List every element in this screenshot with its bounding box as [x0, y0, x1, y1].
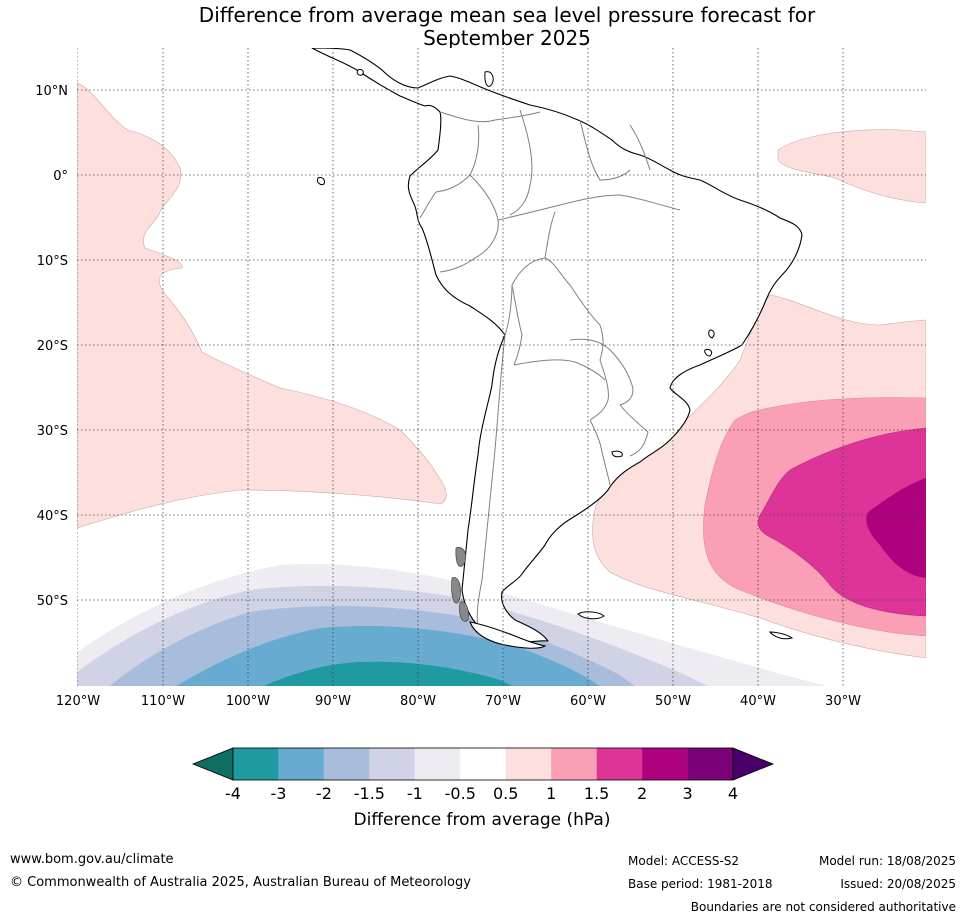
colorbar-outline [232, 747, 734, 781]
lat-label-0: 0° [53, 169, 68, 184]
anomaly-region-pacific-positive [77, 82, 447, 529]
map-area [77, 48, 926, 686]
colorbar-swatch [414, 748, 461, 780]
lat-label-40s: 40°S [37, 509, 68, 524]
lon-label-40w: 40°W [740, 694, 776, 709]
lat-label-10s: 10°S [37, 254, 68, 269]
lon-label-50w: 50°W [655, 694, 691, 709]
colorbar-swatch [323, 748, 370, 780]
lon-label-120w: 120°W [56, 694, 100, 709]
issued-date: Issued: 20/08/2025 [840, 877, 956, 891]
colorbar-tick-label: -1.5 [354, 784, 385, 803]
colorbar-swatch [369, 748, 415, 780]
colorbar-title: Difference from average (hPa) [354, 810, 611, 830]
gridlines [77, 48, 926, 686]
tierra-del-fuego [469, 621, 547, 649]
model-run-date: Model run: 18/08/2025 [818, 854, 956, 868]
islands [317, 69, 794, 640]
lat-label-30s: 30°S [37, 424, 68, 439]
lon-label-60w: 60°W [570, 694, 606, 709]
lon-label-30w: 30°W [825, 694, 861, 709]
colorbar-tick-label: -1 [407, 784, 423, 803]
latitude-labels: 10°N 0° 10°S 20°S 30°S 40°S 50°S [35, 84, 68, 609]
lon-label-80w: 80°W [400, 694, 436, 709]
title-line-2: September 2025 [423, 26, 591, 50]
lon-label-70w: 70°W [485, 694, 521, 709]
lat-label-50s: 50°S [37, 594, 68, 609]
colorbar-swatch [233, 748, 279, 780]
lon-label-90w: 90°W [315, 694, 351, 709]
colorbar-tick-label: -2 [316, 784, 332, 803]
colorbar-tick-label: -0.5 [445, 784, 476, 803]
colorbar-tick-label: 1 [546, 784, 556, 803]
model-name: Model: ACCESS-S2 [628, 854, 740, 868]
anomaly-region-south-atlantic-2-3 [866, 478, 926, 578]
website-url: www.bom.gov.au/climate [10, 852, 174, 867]
colorbar-swatch [642, 748, 688, 780]
map-title: Difference from average mean sea level p… [0, 4, 965, 50]
colorbar-tick-label: 4 [728, 784, 738, 803]
colorbar-tick-label: 3 [682, 784, 692, 803]
longitude-labels: 120°W 110°W 100°W 90°W 80°W 70°W 60°W 50… [56, 694, 861, 709]
colorbar-swatch [687, 748, 733, 780]
anomaly-region-equatorial-atlantic-positive [777, 129, 926, 204]
colorbar-extend-high [732, 747, 775, 781]
colorbar-swatch [551, 748, 597, 780]
lat-label-10n: 10°N [35, 84, 68, 99]
title-line-1: Difference from average mean sea level p… [198, 3, 816, 27]
colorbar-tick-label: 1.5 [584, 784, 609, 803]
country-borders [419, 109, 681, 629]
colorbar: -4 -3 -2 -1.5 -1 -0.5 0.5 1 1.5 2 3 4 [191, 747, 775, 803]
colorbar-swatch [460, 748, 506, 780]
lon-label-100w: 100°W [226, 694, 270, 709]
colorbar-swatch [278, 748, 324, 780]
lat-label-20s: 20°S [37, 339, 68, 354]
south-america-coastline [311, 48, 803, 644]
anomaly-region-south-atlantic-1.5-2 [757, 427, 926, 617]
colorbar-tick-label: -4 [225, 784, 241, 803]
colorbar-tick-label: -3 [270, 784, 286, 803]
colorbar-tick-label: 2 [637, 784, 647, 803]
lon-label-110w: 110°W [141, 694, 185, 709]
colorbar-tick-label: 0.5 [493, 784, 518, 803]
anomaly-region-south-pacific-negative-3 [263, 661, 512, 686]
colorbar-extend-low [191, 747, 234, 781]
colorbar-swatch [505, 748, 552, 780]
colorbar-swatch [596, 748, 643, 780]
copyright-notice: © Commonwealth of Australia 2025, Austra… [10, 875, 471, 890]
chilean-fjords [451, 547, 469, 622]
base-period: Base period: 1981-2018 [628, 877, 773, 891]
boundaries-disclaimer: Boundaries are not considered authoritat… [690, 900, 956, 914]
